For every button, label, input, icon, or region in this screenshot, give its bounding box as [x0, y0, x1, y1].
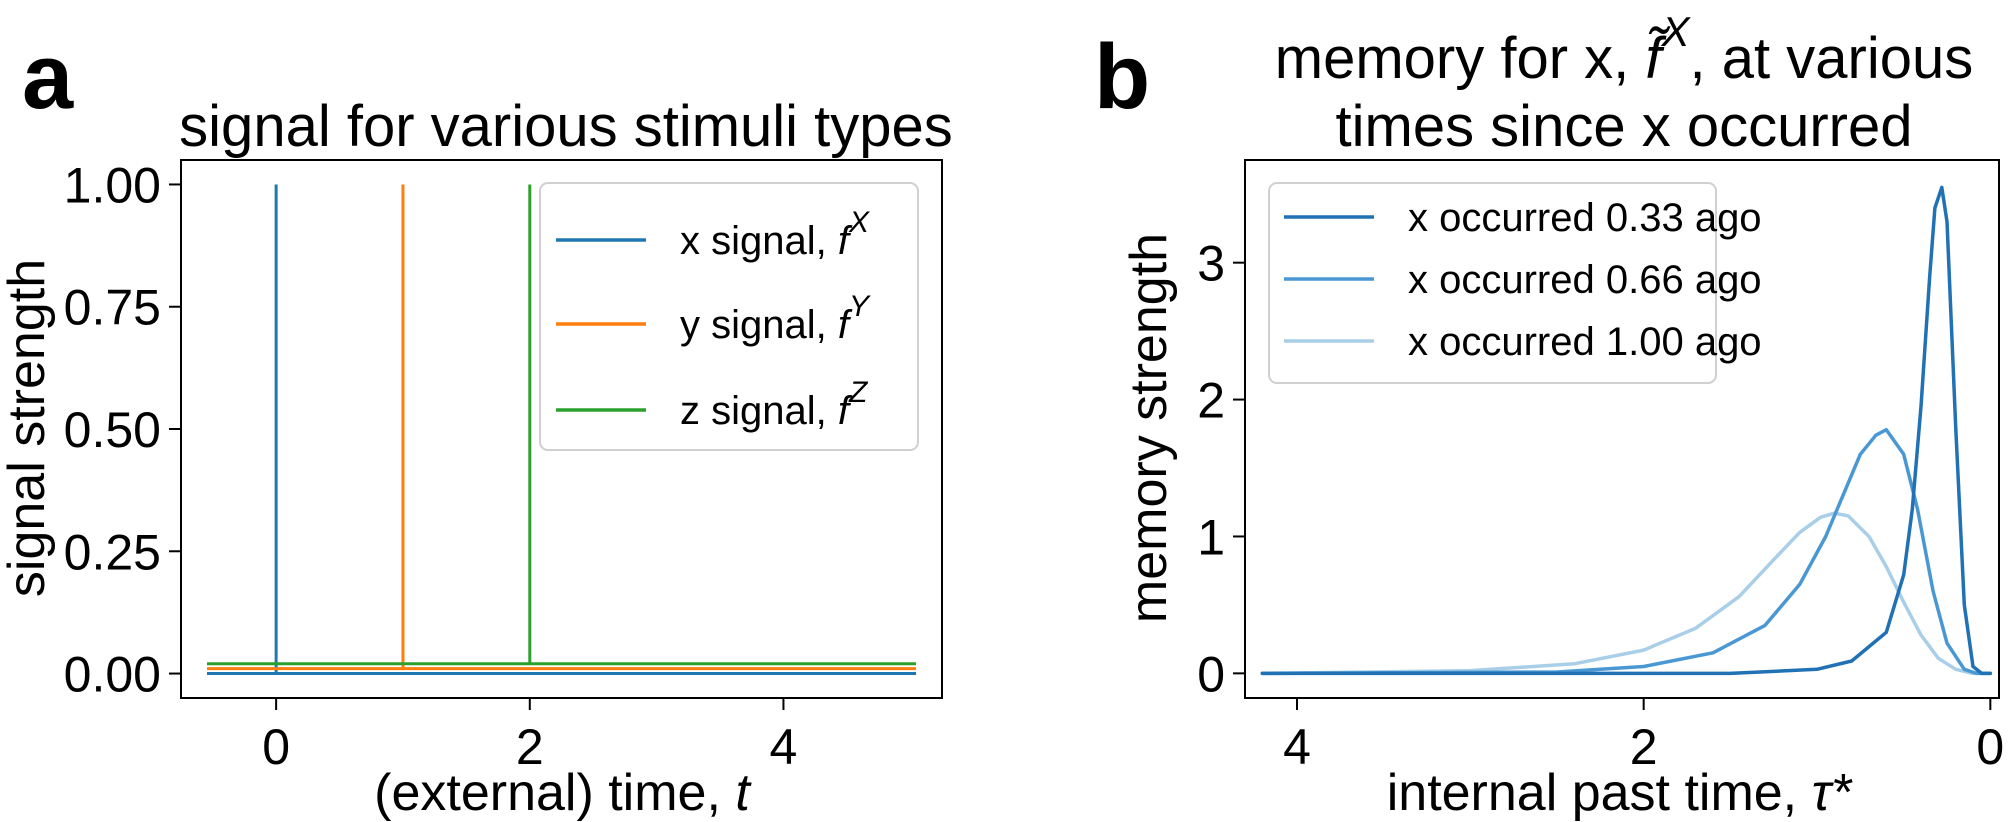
legend-label-1-00: x occurred 1.00 ago	[1408, 320, 1762, 364]
panel-a-x-axis-label: (external) time, t	[374, 764, 752, 822]
memory-curve-0-33	[1260, 185, 1993, 676]
x-tick-label: 2	[1630, 719, 1658, 775]
panel-a-legend-box	[539, 182, 919, 451]
panel-b-title-line1: memory for x, f̃X, at various	[1275, 8, 1973, 91]
panel-a-title: signal for various stimuli types	[179, 94, 953, 159]
y-tick-label: 3	[1197, 236, 1225, 292]
panel-a-legend: x signal, fX y signal, fY z signal, fZ	[539, 182, 919, 451]
legend-label-0-66: x occurred 0.66 ago	[1408, 258, 1762, 302]
panel-a: a signal for various stimuli types 0 2 4 0…	[0, 26, 953, 822]
panel-b-y-axis-label: memory strength	[1120, 233, 1178, 623]
legend-entry-0-66: x occurred 0.66 ago	[1284, 258, 1762, 302]
panel-a-y-axis-label: signal strength	[0, 259, 56, 597]
panel-b: b memory for x, f̃X, at various times si…	[1094, 8, 2004, 822]
x-tick-label: 0	[1976, 719, 2004, 775]
y-tick-label: 1.00	[64, 157, 161, 213]
panel-b-legend: x occurred 0.33 ago x occurred 0.66 ago …	[1268, 182, 1762, 384]
panel-b-legend-box	[1268, 182, 1717, 384]
legend-label-0-33: x occurred 0.33 ago	[1408, 196, 1762, 240]
y-tick-label: 0.75	[64, 280, 161, 336]
legend-label-x-signal: x signal, fX	[680, 206, 870, 263]
y-tick-label: 1	[1197, 509, 1225, 565]
x-tick-label: 2	[516, 719, 544, 775]
panel-a-plot-area	[207, 184, 916, 676]
panel-b-x-axis-label: internal past time, τ*	[1387, 764, 1853, 822]
panel-a-x-ticks: 0 2 4	[262, 698, 797, 775]
panel-b-letter: b	[1094, 26, 1150, 128]
panel-b-y-ticks: 0 1 2 3	[1197, 236, 1245, 702]
y-tick-label: 0	[1197, 646, 1225, 702]
legend-entry-0-33: x occurred 0.33 ago	[1284, 196, 1762, 240]
legend-label-z-signal: z signal, fZ	[680, 376, 869, 433]
legend-entry-y-signal: y signal, fY	[556, 290, 871, 347]
legend-entry-x-signal: x signal, fX	[556, 206, 870, 263]
panel-a-letter: a	[22, 26, 74, 128]
legend-entry-z-signal: z signal, fZ	[556, 376, 869, 433]
x-tick-label: 0	[262, 719, 290, 775]
memory-curve-0-66	[1260, 427, 1993, 676]
x-tick-label: 4	[1283, 719, 1311, 775]
panel-a-y-ticks: 0.00 0.25 0.50 0.75 1.00	[64, 157, 181, 703]
panel-b-axes-frame	[1244, 159, 2000, 699]
legend-label-y-signal: y signal, fY	[680, 290, 871, 347]
y-tick-label: 0.00	[64, 647, 161, 703]
panel-b-plot-area	[1260, 185, 1993, 676]
x-tick-label: 4	[770, 719, 798, 775]
legend-entry-1-00: x occurred 1.00 ago	[1284, 320, 1762, 364]
panel-b-title-line2: times since x occurred	[1336, 94, 1913, 159]
y-tick-label: 2	[1197, 373, 1225, 429]
y-tick-label: 0.25	[64, 524, 161, 580]
memory-curve-1-00	[1260, 511, 1984, 676]
y-tick-label: 0.50	[64, 402, 161, 458]
panel-b-x-ticks: 4 2 0	[1283, 698, 2004, 775]
